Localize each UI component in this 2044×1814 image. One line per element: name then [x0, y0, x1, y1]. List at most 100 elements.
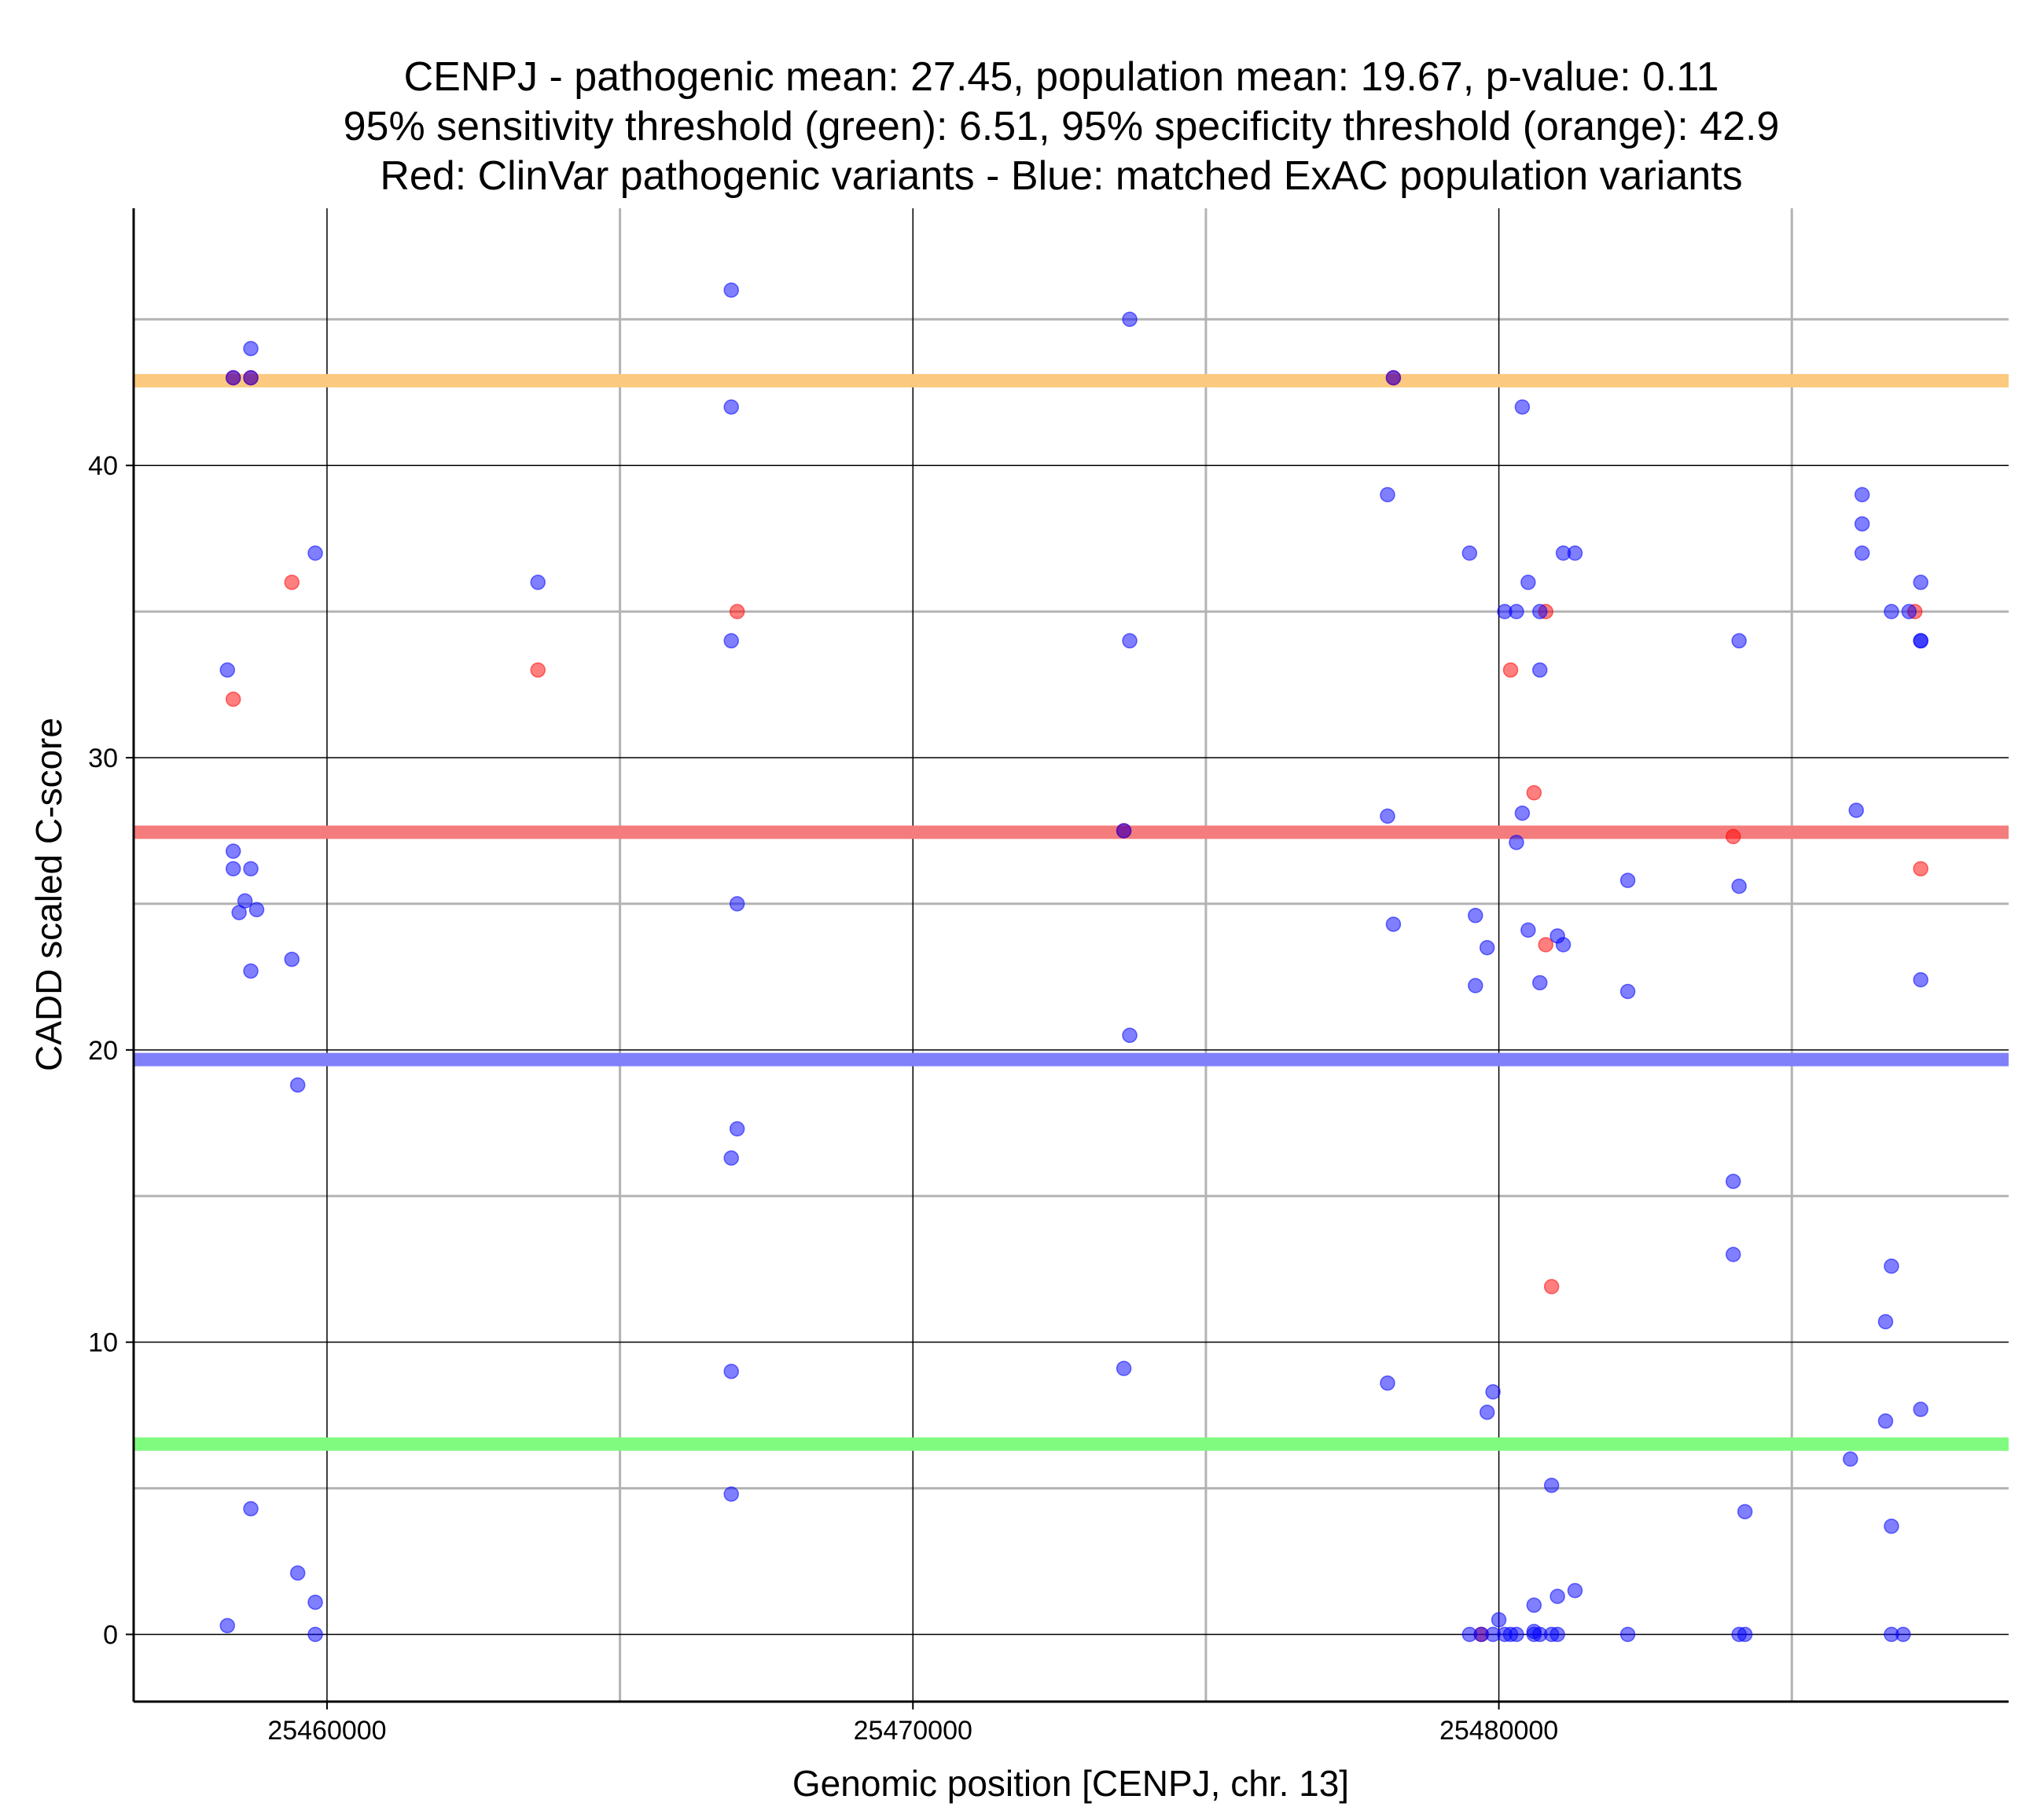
- population-variant-point: [1509, 604, 1524, 619]
- population-variant-point: [1543, 1478, 1560, 1493]
- population-variant-point: [1901, 604, 1917, 619]
- y-tick-label: 0: [103, 1620, 118, 1650]
- population-variant-point: [1731, 633, 1747, 649]
- minor-gridlines: [134, 208, 2009, 1702]
- population-variant-point: [723, 1486, 739, 1502]
- population-variant-point: [284, 951, 300, 968]
- y-tick-label: 40: [88, 451, 118, 481]
- population-variant-point: [1877, 1413, 1894, 1429]
- population-variant-point: [723, 399, 739, 415]
- population-variant-point: [1380, 808, 1395, 824]
- population-variant-point: [1479, 939, 1495, 956]
- population-variant-point: [1122, 633, 1138, 649]
- population-variant-point: [1385, 916, 1402, 932]
- population-variant-point: [723, 1150, 739, 1166]
- population-variant-point: [1550, 1626, 1565, 1643]
- population-variant-point: [307, 1626, 323, 1643]
- population-variant-point: [1619, 872, 1636, 888]
- population-variant-point: [1567, 1582, 1583, 1599]
- population-variant-point: [1731, 878, 1747, 894]
- population-variant-point: [1550, 1588, 1565, 1604]
- population-variant-point: [723, 282, 739, 298]
- pathogenic-variant-point: [729, 604, 745, 619]
- pathogenic-variant-point: [284, 575, 300, 590]
- pathogenic-variant-point: [1543, 1279, 1560, 1294]
- population-variant-point: [1895, 1626, 1911, 1643]
- population-variant-point: [1913, 1401, 1928, 1417]
- population-variant-point: [1532, 604, 1548, 619]
- population-variant-point: [1479, 1405, 1495, 1420]
- population-variant-point: [1737, 1504, 1753, 1520]
- population-variant-point: [729, 1121, 745, 1137]
- population-variant-point: [307, 545, 323, 561]
- population-variant-point: [1737, 1626, 1753, 1643]
- plot-area: [134, 208, 2009, 1702]
- pathogenic-variant-point: [225, 691, 241, 707]
- population-variant-point: [1116, 823, 1132, 839]
- population-variant-point: [1555, 937, 1572, 953]
- axes: 25460000 25470000 25480000 0 10 20 30 40: [88, 208, 2009, 1746]
- population-variant-point: [729, 896, 745, 912]
- y-axis-label: CADD scaled C-score: [28, 718, 69, 1071]
- population-variant-point: [1854, 545, 1870, 561]
- population-variant-point: [243, 861, 259, 877]
- population-variant-point: [219, 1618, 235, 1634]
- population-variant-point: [1468, 978, 1483, 993]
- population-variant-point: [1913, 633, 1928, 649]
- population-variant-point: [219, 662, 235, 678]
- population-variant-point: [225, 369, 241, 386]
- population-variant-point: [1116, 1360, 1132, 1376]
- y-tick-label: 10: [88, 1328, 118, 1358]
- x-tick-label: 25480000: [1439, 1716, 1558, 1746]
- population-variant-point: [1877, 1313, 1894, 1330]
- population-variant-point: [1913, 575, 1928, 590]
- x-tick-label: 25460000: [267, 1716, 386, 1746]
- population-variant-point: [1884, 1258, 1899, 1274]
- population-variant-point: [1520, 575, 1536, 590]
- pathogenic-variant-point: [1538, 937, 1553, 953]
- population-variant-point: [1461, 545, 1478, 561]
- population-variant-point: [1567, 545, 1583, 561]
- population-variant-point: [723, 633, 739, 649]
- y-tick-label: 30: [88, 744, 118, 773]
- population-variant-point: [1884, 1518, 1899, 1534]
- population-variant-point: [1725, 1247, 1741, 1262]
- x-axis-ticks: 25460000 25470000 25480000: [267, 1702, 1558, 1746]
- population-variant-point: [243, 340, 259, 357]
- population-variant-point: [1854, 487, 1870, 503]
- population-variant-point: [1520, 922, 1536, 938]
- population-variant-point: [1884, 604, 1899, 619]
- population-variant-point: [1532, 975, 1548, 991]
- population-variant-point: [1514, 805, 1531, 821]
- population-variant-point: [1385, 369, 1402, 386]
- population-variant-point: [243, 963, 259, 979]
- y-axis-ticks: 0 10 20 30 40: [88, 451, 134, 1650]
- population-variant-point: [307, 1594, 323, 1610]
- population-variant-point: [243, 1500, 259, 1517]
- population-variant-point: [1619, 983, 1636, 1000]
- population-variant-point: [1468, 908, 1483, 924]
- population-variant-point: [1848, 802, 1864, 818]
- x-axis-label: Genomic position [CENPJ, chr. 13]: [792, 1763, 1349, 1804]
- pathogenic-variant-point: [530, 662, 546, 678]
- chart-title: CENPJ - pathogenic mean: 27.45, populati…: [344, 54, 1780, 199]
- population-variant-point: [231, 905, 247, 920]
- pathogenic-variant-point: [1725, 828, 1741, 845]
- population-variant-point: [289, 1565, 306, 1581]
- title-line-1: CENPJ - pathogenic mean: 27.45, populati…: [404, 54, 1719, 100]
- population-variant-point: [1122, 311, 1138, 328]
- population-variant-point: [1514, 399, 1531, 415]
- population-variant-point: [1619, 1626, 1636, 1643]
- population-variant-point: [530, 575, 546, 590]
- population-variant-point: [1509, 1626, 1524, 1643]
- population-variant-point: [1485, 1384, 1501, 1400]
- population-variant-point: [1913, 971, 1928, 988]
- data-points: [219, 282, 1928, 1643]
- x-tick-label: 25470000: [854, 1716, 972, 1746]
- reference-lines: [134, 373, 2009, 1451]
- pathogenic-variant-point: [1502, 662, 1519, 678]
- pathogenic-variant-point: [1913, 861, 1928, 877]
- population-variant-point: [1843, 1451, 1858, 1467]
